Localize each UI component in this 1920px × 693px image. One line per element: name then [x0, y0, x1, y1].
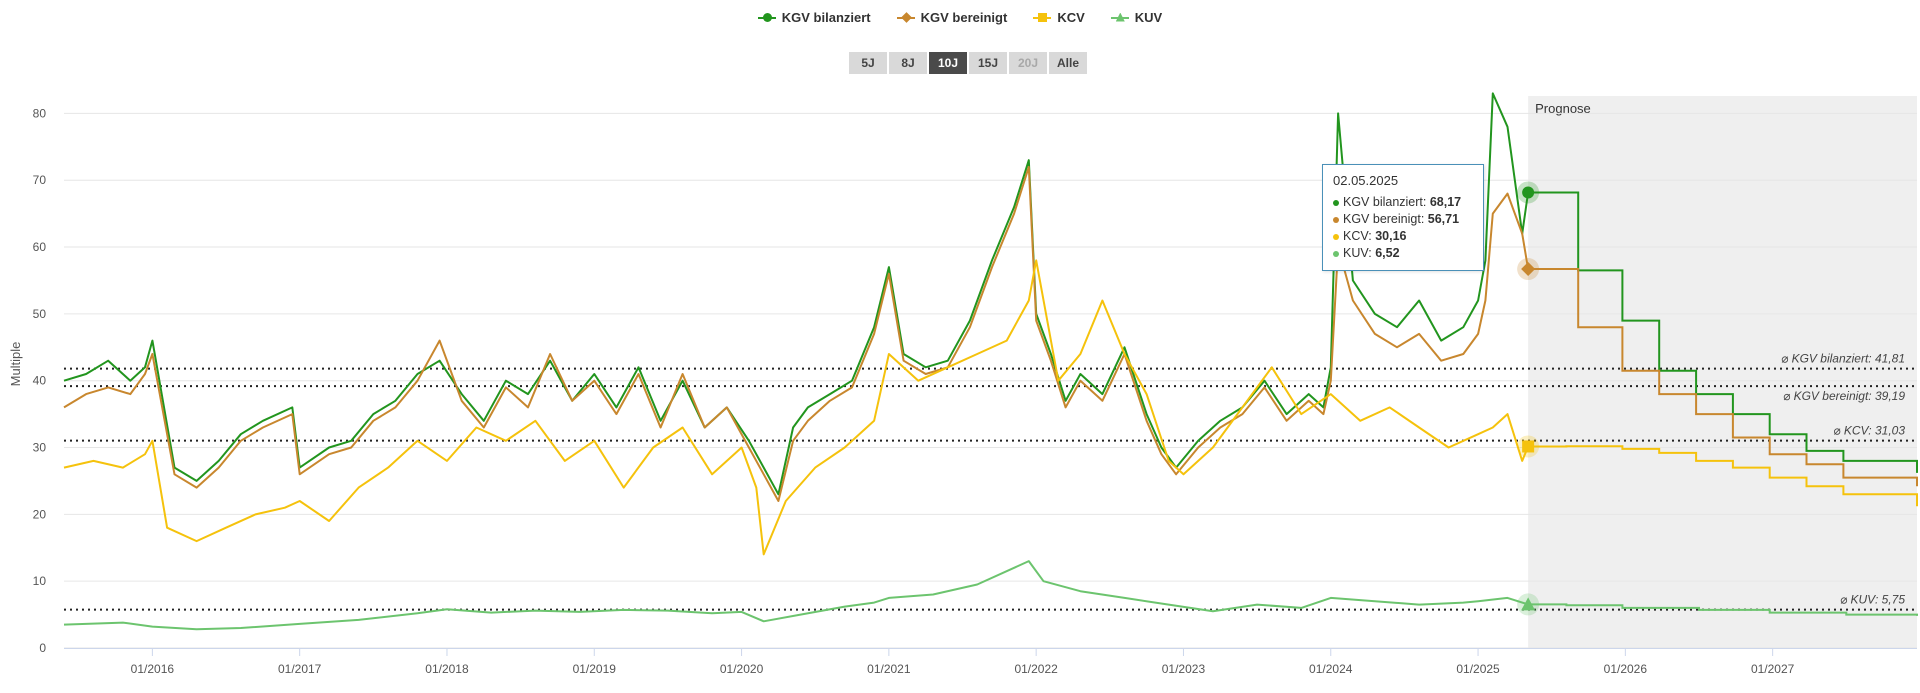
x-tick-label: 01/2021 — [867, 662, 911, 676]
y-tick-label: 70 — [33, 173, 47, 187]
y-tick-label: 80 — [33, 106, 47, 120]
bullet-icon — [1333, 216, 1339, 223]
range-button-group: 5J 8J 10J 15J 20J Alle — [849, 52, 1088, 74]
y-tick-label: 50 — [33, 307, 47, 321]
range-button-alle[interactable]: Alle — [1049, 52, 1088, 74]
forecast-area — [1528, 96, 1917, 648]
bullet-icon — [1333, 233, 1339, 240]
tooltip-row-label: KCV: — [1343, 229, 1376, 243]
range-button-20j: 20J — [1009, 52, 1047, 74]
hover-marker-kuv — [1521, 597, 1536, 611]
tooltip-row-value: 68,17 — [1429, 195, 1462, 209]
tooltip-row-label: KGV bilanziert: — [1343, 195, 1430, 209]
y-tick-label: 30 — [33, 441, 47, 455]
series-line-kgv_bilanziert — [63, 92, 1530, 496]
x-tick-label: 01/2025 — [1456, 662, 1500, 676]
average-label-kgv_bilanziert: ⌀ KGV bilanziert: 41,81 — [1781, 352, 1905, 366]
y-axis-title: Multiple — [8, 342, 23, 387]
legend-item-kgv_bilanziert[interactable]: KGV bilanziert — [757, 10, 871, 25]
forecast-line-kgv_bilanziert — [1528, 191, 1918, 473]
legend-item-kuv[interactable]: KUV — [1110, 10, 1163, 25]
y-tick-label: 0 — [39, 641, 46, 655]
x-tick-label: 01/2027 — [1751, 662, 1795, 676]
tooltip-row-label: KGV bereinigt: — [1343, 212, 1428, 226]
x-tick-label: 01/2024 — [1309, 662, 1353, 676]
tooltip-row-value: 6,52 — [1375, 246, 1400, 260]
range-button-8j[interactable]: 8J — [889, 52, 927, 74]
range-button-15j[interactable]: 15J — [969, 52, 1007, 74]
forecast-line-kuv — [1528, 603, 1918, 616]
y-tick-label: 60 — [33, 240, 47, 254]
diamond-icon — [896, 11, 915, 24]
series-line-kuv — [63, 560, 1529, 631]
hover-marker-kcv — [1522, 440, 1535, 453]
triangle-icon — [1110, 12, 1129, 24]
average-label-kuv: ⌀ KUV: 5,75 — [1840, 593, 1905, 607]
tooltip-row-label: KUV: — [1343, 246, 1376, 260]
tooltip-row-value: 30,16 — [1375, 229, 1407, 243]
average-label-kgv_bereinigt: ⌀ KGV bereinigt: 39,19 — [1783, 389, 1905, 403]
legend-label: KGV bereinigt — [920, 10, 1008, 25]
legend-label: KGV bilanziert — [781, 10, 871, 25]
legend-label: KCV — [1057, 10, 1085, 25]
forecast-line-kcv — [1528, 445, 1918, 507]
tooltip-date: 02.05.2025 — [1333, 173, 1399, 188]
tooltip-rows: KGV bilanziert: 68,17 KGV bereinigt: 56,7… — [1333, 194, 1473, 262]
circle-icon — [757, 12, 776, 24]
tooltip-row-kcv: KCV: 30,16 — [1333, 228, 1473, 245]
bullet-icon — [1333, 199, 1339, 206]
legend-item-kcv[interactable]: KCV — [1033, 10, 1085, 25]
y-tick-label: 40 — [33, 374, 47, 388]
x-tick-label: 01/2023 — [1162, 662, 1206, 676]
x-tick-label: 01/2020 — [720, 662, 764, 676]
forecast-label: Prognose — [1535, 101, 1591, 116]
x-tick-label: 01/2026 — [1604, 662, 1648, 676]
series-line-kcv — [63, 259, 1530, 556]
x-tick-label: 01/2016 — [131, 662, 175, 676]
range-button-10j[interactable]: 10J — [929, 52, 967, 74]
tooltip-row-kgv_bilanziert: KGV bilanziert: 68,17 — [1333, 194, 1473, 211]
hover-marker-kgv_bilanziert — [1522, 186, 1535, 199]
chart-tooltip: 02.05.2025 KGV bilanziert: 68,17 KGV bere… — [1322, 164, 1484, 271]
tooltip-row-value: 56,71 — [1427, 212, 1460, 226]
y-tick-label: 20 — [33, 507, 47, 521]
x-tick-label: 01/2018 — [425, 662, 469, 676]
bullet-icon — [1333, 250, 1339, 257]
chart-legend: KGV bilanziert KGV bereinigt KCV KUV — [0, 10, 1920, 25]
forecast-line-kgv_bereinigt — [1528, 268, 1918, 487]
y-tick-label: 10 — [33, 574, 47, 588]
range-button-5j[interactable]: 5J — [849, 52, 887, 74]
tooltip-row-kgv_bereinigt: KGV bereinigt: 56,71 — [1333, 211, 1473, 228]
x-tick-label: 01/2017 — [278, 662, 322, 676]
average-label-kcv: ⌀ KCV: 31,03 — [1833, 424, 1905, 438]
x-tick-label: 01/2022 — [1014, 662, 1058, 676]
square-icon — [1033, 12, 1052, 24]
hover-marker-kgv_bereinigt — [1521, 262, 1536, 277]
series-line-kgv_bereinigt — [63, 165, 1530, 502]
tooltip-row-kuv: KUV: 6,52 — [1333, 245, 1473, 262]
legend-item-kgv_bereinigt[interactable]: KGV bereinigt — [896, 10, 1008, 25]
legend-label: KUV — [1134, 10, 1163, 25]
x-tick-label: 01/2019 — [573, 662, 617, 676]
